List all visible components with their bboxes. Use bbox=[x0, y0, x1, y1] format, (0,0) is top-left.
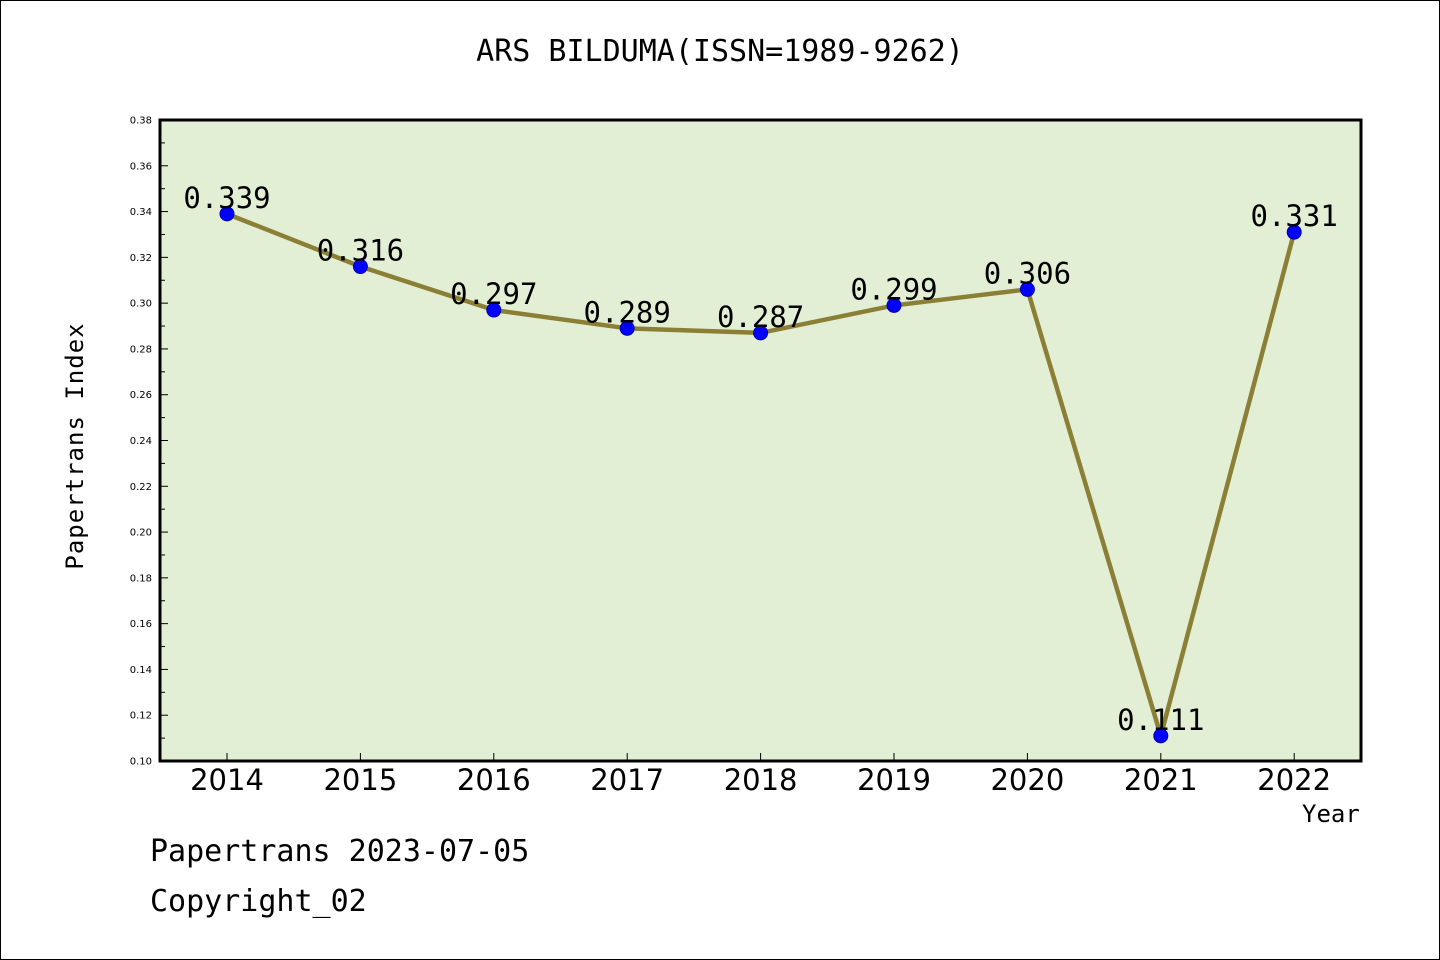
y-tick-label: 0.14 bbox=[130, 665, 152, 676]
data-point bbox=[886, 297, 902, 313]
chart-title: ARS BILDUMA(ISSN=1989-9262) bbox=[476, 34, 964, 69]
y-tick-label: 0.34 bbox=[130, 207, 152, 218]
data-point bbox=[1019, 281, 1035, 297]
data-point bbox=[753, 325, 769, 341]
data-label: 0.316 bbox=[317, 234, 404, 268]
data-point bbox=[1286, 224, 1302, 240]
footer-date: Papertrans 2023-07-05 bbox=[150, 834, 530, 869]
y-tick-label: 0.20 bbox=[130, 528, 152, 539]
x-tick-label: 2017 bbox=[590, 763, 664, 797]
x-tick-label: 2015 bbox=[323, 763, 397, 797]
footer-copyright: Copyright_02 bbox=[150, 884, 367, 919]
x-tick-label: 2022 bbox=[1257, 763, 1331, 797]
plot-area bbox=[160, 120, 1361, 761]
x-tick-label: 2014 bbox=[190, 763, 264, 797]
x-tick-label: 2018 bbox=[724, 763, 798, 797]
y-tick-label: 0.38 bbox=[130, 116, 152, 127]
data-label: 0.339 bbox=[183, 181, 270, 215]
data-label: 0.111 bbox=[1117, 703, 1204, 737]
x-tick-label: 2020 bbox=[990, 763, 1064, 797]
x-axis-label: Year bbox=[1302, 800, 1360, 828]
x-tick-label: 2019 bbox=[857, 763, 931, 797]
data-label: 0.299 bbox=[850, 272, 937, 306]
y-tick-label: 0.22 bbox=[130, 482, 152, 493]
y-tick-label: 0.10 bbox=[130, 757, 152, 768]
y-tick-label: 0.32 bbox=[130, 253, 152, 264]
x-tick-label: 2016 bbox=[457, 763, 531, 797]
y-tick-label: 0.16 bbox=[130, 619, 152, 630]
data-point bbox=[352, 259, 368, 275]
y-tick-label: 0.36 bbox=[130, 161, 152, 172]
data-point bbox=[486, 302, 502, 318]
y-tick-label: 0.28 bbox=[130, 344, 152, 355]
y-tick-label: 0.12 bbox=[130, 711, 152, 722]
y-tick-label: 0.26 bbox=[130, 390, 152, 401]
plot-border bbox=[158, 118, 1363, 763]
data-point bbox=[619, 320, 635, 336]
y-tick-label: 0.18 bbox=[130, 573, 152, 584]
data-label: 0.287 bbox=[717, 300, 804, 334]
data-point bbox=[1153, 728, 1169, 744]
y-tick-label: 0.24 bbox=[130, 436, 152, 447]
y-tick-label: 0.30 bbox=[130, 299, 152, 310]
x-tick-label: 2021 bbox=[1124, 763, 1198, 797]
data-label: 0.306 bbox=[984, 256, 1071, 290]
data-label: 0.297 bbox=[450, 277, 537, 311]
data-point bbox=[219, 206, 235, 222]
data-label: 0.289 bbox=[584, 295, 671, 329]
data-label: 0.331 bbox=[1251, 199, 1338, 233]
